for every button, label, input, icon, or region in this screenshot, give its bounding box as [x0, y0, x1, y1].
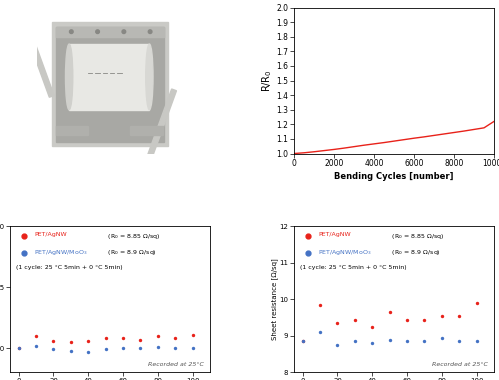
Point — [136, 345, 144, 351]
Bar — [56, 27, 164, 37]
Point — [333, 342, 341, 348]
Point — [403, 338, 411, 344]
Bar — [22, 20, 54, 97]
Text: PET/AgNW: PET/AgNW — [318, 231, 351, 237]
Point — [386, 309, 394, 315]
Point — [102, 346, 110, 352]
Point — [386, 337, 394, 343]
Bar — [130, 126, 163, 135]
Point — [119, 335, 127, 341]
Point — [136, 337, 144, 343]
Point — [84, 349, 92, 355]
Point — [316, 302, 324, 308]
Point — [403, 317, 411, 323]
Y-axis label: Sheet resistance [Ω/sq]: Sheet resistance [Ω/sq] — [271, 258, 278, 340]
Text: PET/AgNW/MoO$_3$: PET/AgNW/MoO$_3$ — [318, 249, 371, 257]
Point — [473, 300, 481, 306]
Ellipse shape — [69, 30, 73, 33]
Ellipse shape — [148, 30, 152, 33]
Point — [14, 345, 22, 351]
Point — [189, 345, 197, 351]
Y-axis label: R/R$_0$: R/R$_0$ — [260, 69, 273, 92]
Text: (R$_0$ = 8.9 Ω/sq): (R$_0$ = 8.9 Ω/sq) — [104, 249, 157, 257]
Point — [333, 320, 341, 326]
Point — [49, 338, 57, 344]
Point — [154, 333, 162, 339]
Text: PET/AgNW/MoO$_3$: PET/AgNW/MoO$_3$ — [34, 249, 87, 257]
Point — [421, 317, 429, 323]
Point — [368, 340, 376, 346]
Ellipse shape — [146, 44, 153, 110]
Point — [455, 313, 463, 319]
Point — [421, 338, 429, 344]
Point — [102, 335, 110, 341]
Text: (1 cycle: 25 °C 5min + 0 °C 5min): (1 cycle: 25 °C 5min + 0 °C 5min) — [16, 265, 123, 270]
Point — [351, 317, 359, 323]
Point — [473, 338, 481, 344]
Point — [299, 338, 307, 344]
Point — [368, 324, 376, 330]
Point — [84, 338, 92, 344]
Ellipse shape — [96, 30, 99, 33]
Text: Recorded at 25°C: Recorded at 25°C — [432, 361, 488, 367]
Point — [438, 335, 446, 341]
Point — [67, 339, 75, 345]
Text: PET/AgNW: PET/AgNW — [34, 231, 66, 237]
Ellipse shape — [65, 44, 73, 110]
Bar — [56, 126, 88, 135]
Text: Recorded at 25°C: Recorded at 25°C — [148, 361, 204, 367]
Bar — [51, 22, 168, 146]
Point — [189, 332, 197, 338]
X-axis label: Bending Cycles [number]: Bending Cycles [number] — [334, 172, 454, 181]
Point — [171, 345, 179, 351]
Point — [49, 346, 57, 352]
Point — [438, 313, 446, 319]
Bar — [51, 22, 168, 146]
Text: (1 cycle: 25 °C 5min + 0 °C 5min): (1 cycle: 25 °C 5min + 0 °C 5min) — [300, 265, 407, 270]
Bar — [56, 27, 164, 142]
Point — [14, 345, 22, 351]
Point — [67, 347, 75, 353]
Point — [351, 338, 359, 344]
Ellipse shape — [122, 30, 126, 33]
Point — [316, 328, 324, 334]
Point — [32, 333, 40, 339]
Point — [455, 338, 463, 344]
Point — [154, 344, 162, 350]
Text: (R$_0$ = 8.9 Ω/sq): (R$_0$ = 8.9 Ω/sq) — [388, 249, 441, 257]
Bar — [144, 89, 177, 166]
Text: (R$_0$ = 8.85 Ω/sq): (R$_0$ = 8.85 Ω/sq) — [388, 231, 445, 241]
Point — [32, 343, 40, 349]
Bar — [69, 44, 149, 110]
Point — [119, 345, 127, 351]
Text: (R$_0$ = 8.85 Ω/sq): (R$_0$ = 8.85 Ω/sq) — [104, 231, 161, 241]
Point — [299, 338, 307, 344]
Point — [171, 335, 179, 341]
